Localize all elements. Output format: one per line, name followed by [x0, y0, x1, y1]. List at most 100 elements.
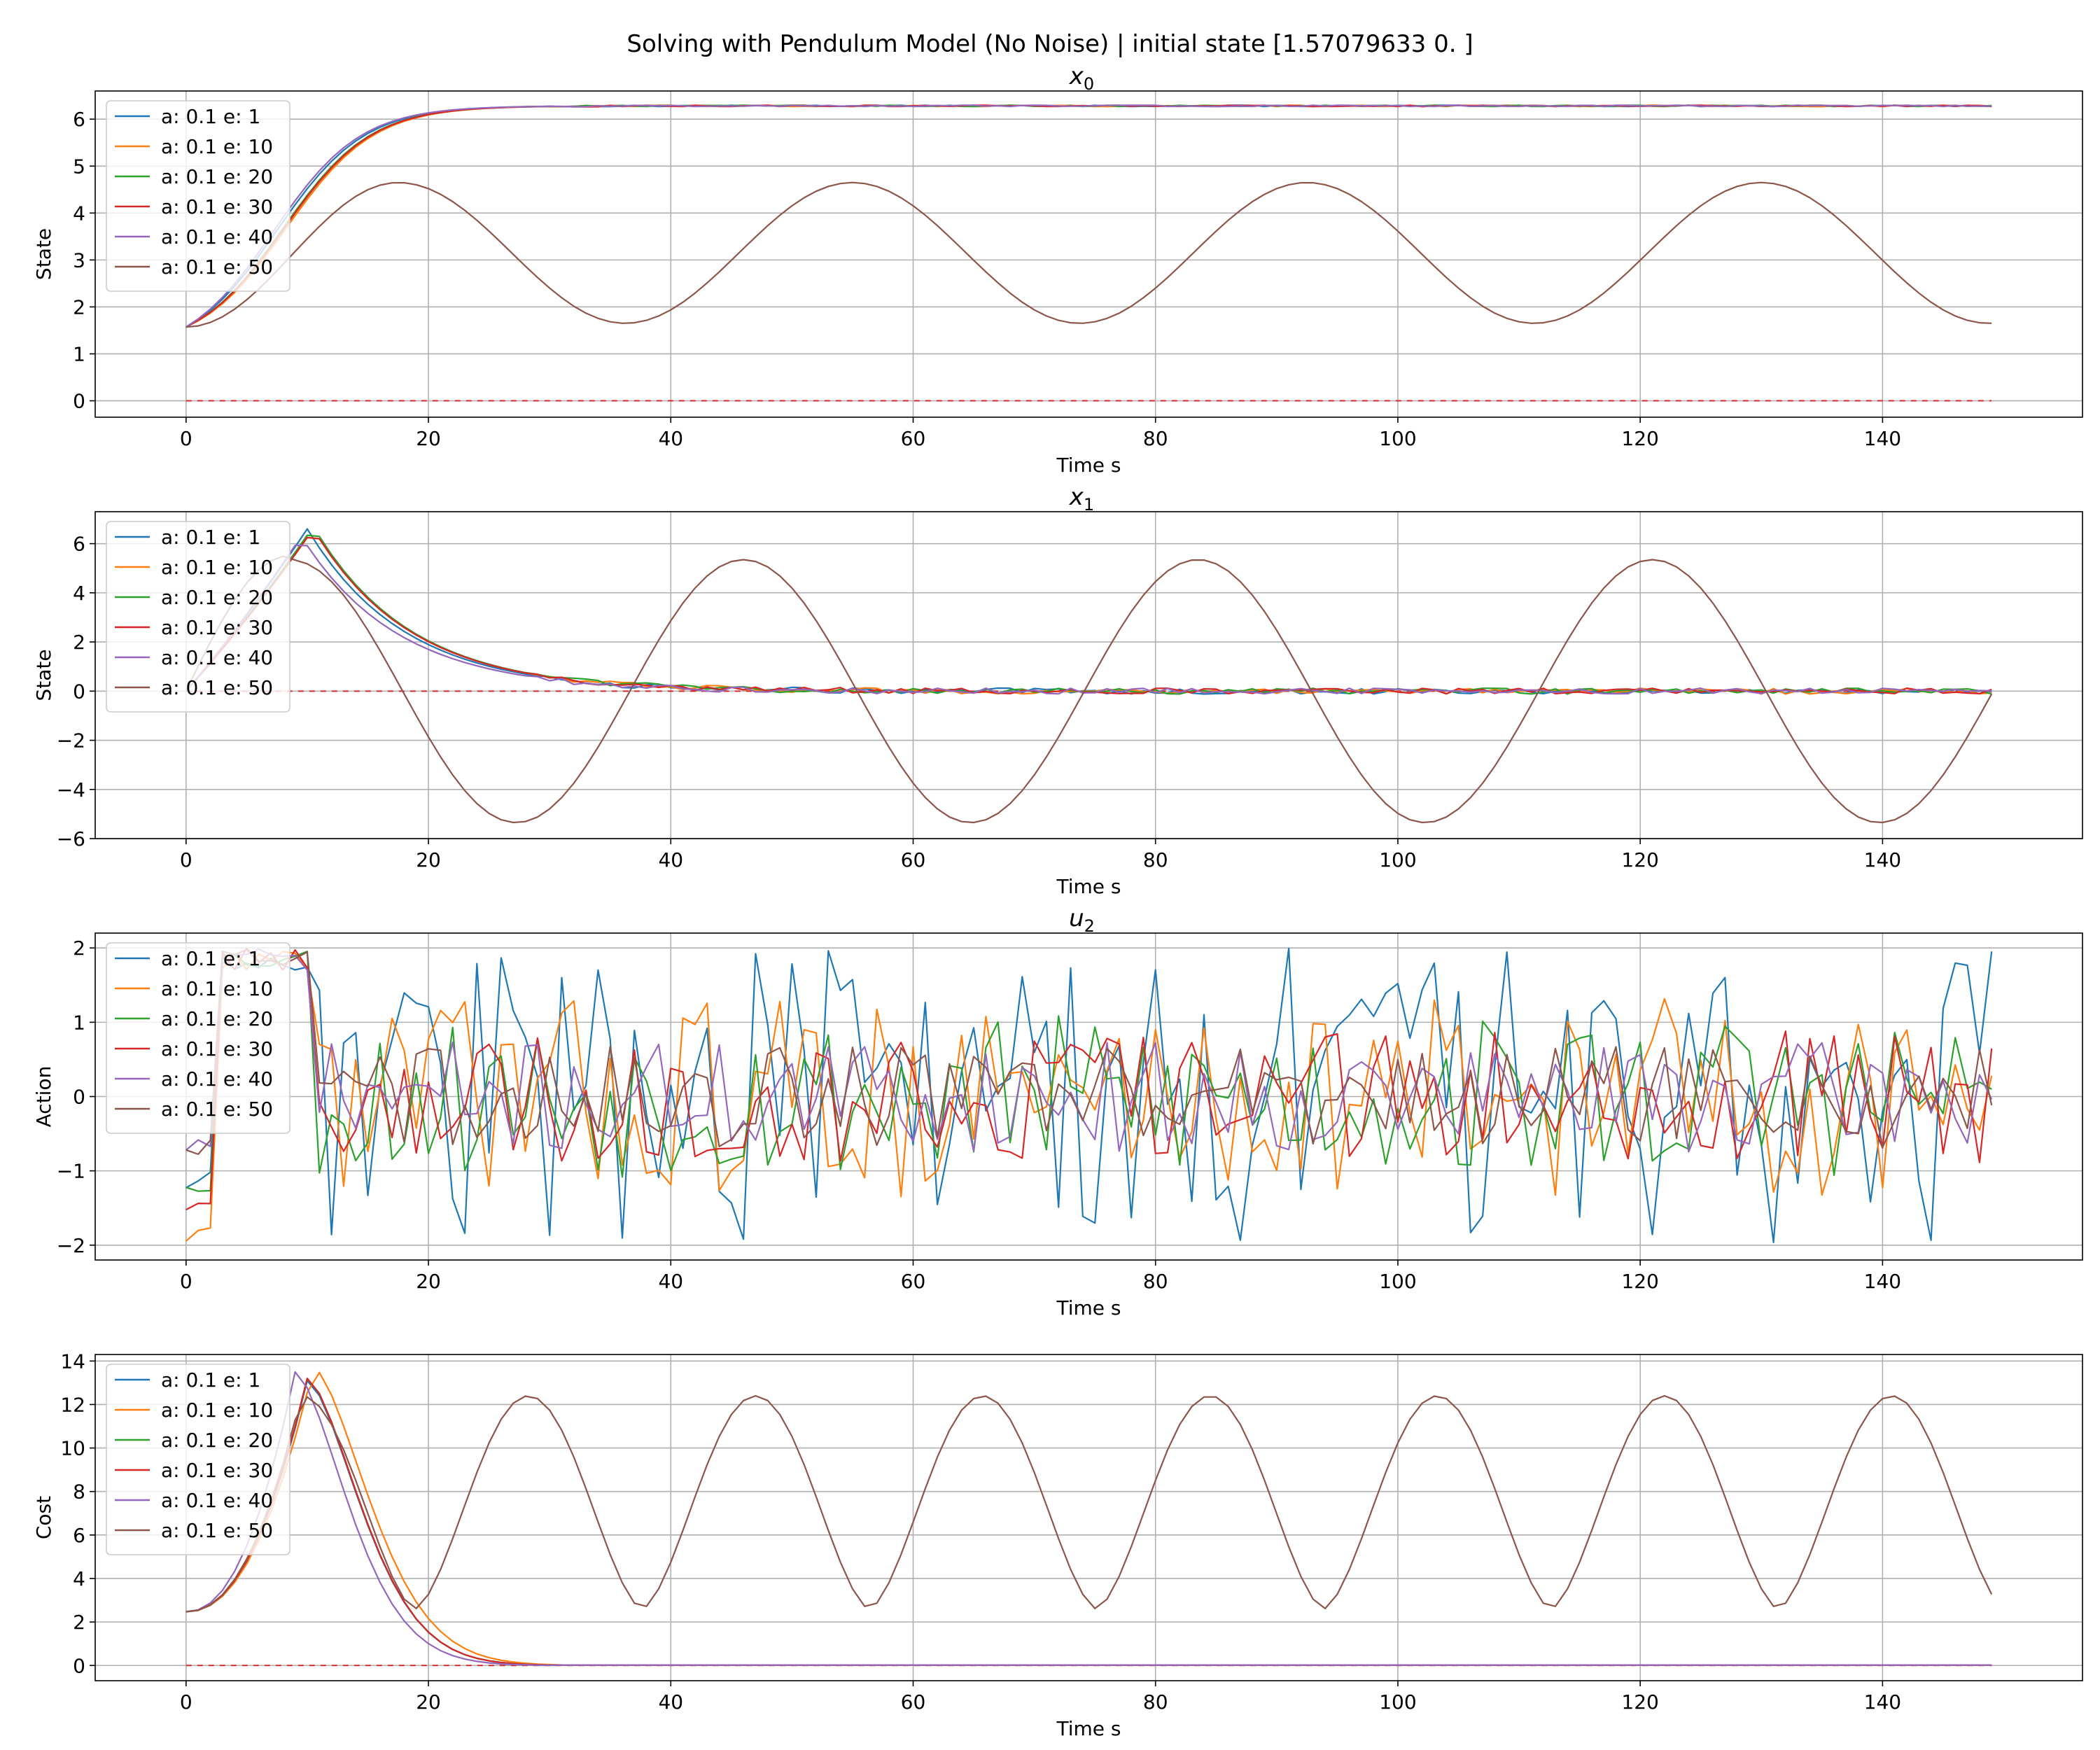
legend-entry: a: 0.1 e: 30	[161, 616, 273, 639]
panel-title: u2	[1069, 904, 1095, 936]
y-tick-label: −6	[57, 827, 85, 850]
x-tick-label: 120	[1621, 427, 1658, 450]
x-axis-label: Time s	[1056, 875, 1121, 898]
legend-entry: a: 0.1 e: 20	[161, 586, 273, 609]
series-line-0	[186, 947, 1993, 1243]
y-tick-label: 10	[60, 1437, 85, 1460]
x-tick-label: 0	[180, 427, 192, 450]
x-tick-label: 80	[1143, 1690, 1168, 1714]
x-tick-label: 60	[901, 848, 926, 872]
x-tick-label: 120	[1621, 848, 1658, 872]
legend-entry: a: 0.1 e: 20	[161, 1007, 273, 1030]
series-line-4	[186, 1371, 1992, 1667]
legend-entry: a: 0.1 e: 20	[161, 1429, 273, 1452]
y-tick-label: 2	[73, 937, 85, 960]
y-axis-label: Cost	[32, 1496, 55, 1539]
x-tick-label: 100	[1379, 427, 1416, 450]
x-axis-label: Time s	[1056, 1296, 1121, 1320]
legend-box	[106, 942, 290, 1134]
figure-suptitle: Solving with Pendulum Model (No Noise) |…	[626, 30, 1473, 58]
y-tick-label: 4	[73, 1567, 85, 1590]
y-tick-label: 12	[60, 1393, 85, 1416]
series-line-4	[185, 545, 1992, 695]
x-tick-label: 80	[1143, 427, 1168, 450]
legend-entry: a: 0.1 e: 30	[161, 1037, 273, 1060]
x-tick-label: 120	[1621, 1690, 1658, 1714]
legend-entry: a: 0.1 e: 40	[161, 225, 273, 248]
axes-frame	[94, 511, 2083, 839]
y-tick-label: 2	[73, 1611, 85, 1634]
series-line-5	[186, 1394, 1993, 1613]
y-tick-label: 6	[73, 1524, 85, 1547]
y-tick-label: 1	[73, 342, 85, 365]
y-tick-label: 8	[73, 1480, 85, 1504]
x-tick-label: 140	[1864, 1270, 1901, 1293]
x-axis-label: Time s	[1056, 454, 1121, 477]
series-line-5	[186, 948, 1993, 1155]
y-axis-label: Action	[32, 1066, 55, 1128]
x-tick-label: 40	[658, 1270, 683, 1293]
series-line-4	[186, 948, 1993, 1153]
legend-entry: a: 0.1 e: 40	[161, 1068, 273, 1091]
legend-entry: a: 0.1 e: 50	[161, 255, 273, 279]
legend-entry: a: 0.1 e: 30	[161, 1459, 273, 1482]
legend-entry: a: 0.1 e: 1	[161, 526, 260, 549]
x-tick-label: 60	[901, 1690, 926, 1714]
panel-1: 0 20 40 60 80 100 120 140 −6 −4 −2 0 2 4 6 Time s State x…	[32, 483, 2083, 898]
x-tick-label: 20	[416, 1270, 441, 1293]
series-line-0	[185, 528, 1992, 695]
y-tick-label: 3	[73, 248, 85, 272]
series-line-3	[186, 104, 1992, 328]
x-tick-label: 60	[901, 427, 926, 450]
y-axis-label: State	[32, 649, 55, 701]
legend-entry: a: 0.1 e: 1	[161, 105, 260, 128]
y-tick-label: 1	[73, 1011, 85, 1034]
legend-box	[106, 1364, 290, 1555]
y-tick-label: −2	[57, 729, 85, 752]
legend-box	[106, 521, 290, 713]
x-tick-label: 100	[1379, 848, 1416, 872]
x-tick-label: 140	[1864, 1690, 1901, 1714]
legend-entry: a: 0.1 e: 40	[161, 1489, 273, 1512]
legend-entry: a: 0.1 e: 10	[161, 556, 273, 579]
y-tick-label: −2	[57, 1234, 85, 1257]
axes-frame	[94, 1354, 2083, 1681]
x-tick-label: 140	[1864, 427, 1901, 450]
y-tick-label: 0	[73, 390, 85, 413]
x-tick-label: 40	[658, 427, 683, 450]
series-line-5	[185, 555, 1993, 824]
panel-0: 0 20 40 60 80 100 120 140 0 1 2 3 4 5 6 Time s State x0 a:…	[32, 62, 2083, 477]
series-line-0	[186, 104, 1992, 328]
y-tick-label: 2	[73, 295, 85, 318]
legend: a: 0.1 e: 1 a: 0.1 e: 10 a: 0.1 e: 20 a: 0.…	[106, 100, 290, 292]
x-tick-label: 20	[416, 848, 441, 872]
legend-entry: a: 0.1 e: 1	[161, 947, 260, 970]
legend-entry: a: 0.1 e: 10	[161, 977, 273, 1000]
x-tick-label: 40	[658, 1690, 683, 1714]
x-tick-label: 40	[658, 848, 683, 872]
x-tick-label: 20	[416, 427, 441, 450]
legend-entry: a: 0.1 e: 50	[161, 1098, 273, 1121]
panel-title: x1	[1069, 483, 1094, 514]
legend-entry: a: 0.1 e: 10	[161, 135, 273, 158]
legend-entry: a: 0.1 e: 20	[161, 165, 273, 188]
x-axis-label: Time s	[1056, 1717, 1121, 1740]
series-line-2	[186, 951, 1992, 1192]
x-tick-label: 60	[901, 1270, 926, 1293]
y-tick-label: 0	[73, 1654, 85, 1677]
series-line-1	[186, 1371, 1992, 1666]
legend: a: 0.1 e: 1 a: 0.1 e: 10 a: 0.1 e: 20 a: 0.…	[106, 942, 290, 1134]
series-line-4	[186, 104, 1992, 328]
x-tick-label: 140	[1864, 848, 1901, 872]
legend-entry: a: 0.1 e: 1	[161, 1368, 260, 1392]
x-tick-label: 80	[1143, 848, 1168, 872]
panel-3: 0 20 40 60 80 100 120 140 0 2 4 6 8 10 12 14 Time s Cost a…	[32, 1350, 2083, 1740]
y-tick-label: 6	[73, 533, 85, 556]
series-line-5	[186, 181, 1992, 328]
legend: a: 0.1 e: 1 a: 0.1 e: 10 a: 0.1 e: 20 a: 0.…	[106, 1364, 290, 1555]
series-line-3	[186, 947, 1993, 1211]
y-tick-label: 6	[73, 108, 85, 131]
series-line-1	[186, 104, 1992, 328]
y-tick-label: 14	[60, 1350, 85, 1373]
